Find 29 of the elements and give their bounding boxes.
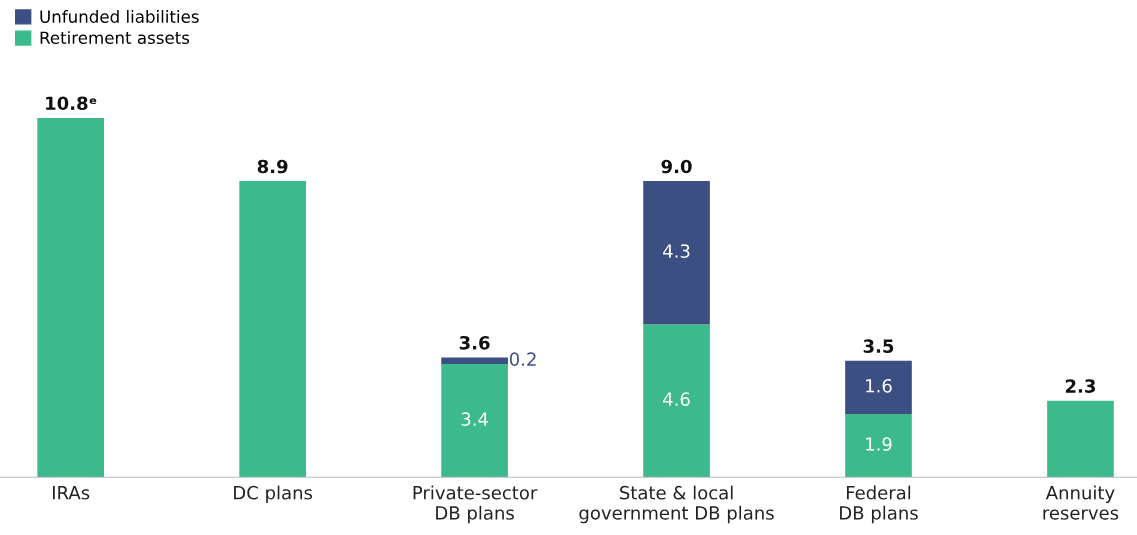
x-tick-label: DC plans	[234, 485, 313, 504]
x-tick-label: Annuity reserves	[1043, 485, 1119, 520]
bar	[643, 181, 710, 325]
legend-label: Unfunded liabilities	[40, 10, 199, 23]
data-label: 4.3	[663, 244, 690, 258]
data-label: 1.9	[866, 437, 892, 451]
data-label: 4.6	[663, 392, 690, 406]
bar	[441, 364, 508, 478]
bar	[37, 117, 105, 478]
total-label: 2.3	[1065, 379, 1096, 393]
x-tick-label: Federal DB plans	[840, 485, 918, 524]
bar	[845, 360, 912, 415]
x-tick-label: Private-sector DB plans	[413, 485, 538, 524]
data-label: 3.4	[461, 412, 488, 426]
bar	[1047, 400, 1114, 478]
x-tick-label: IRAs	[53, 486, 90, 500]
bar	[845, 414, 912, 478]
data-label: 1.6	[866, 378, 892, 393]
total-label: 9.0	[661, 159, 692, 174]
x-tick-label: State & local government DB plans	[579, 485, 774, 524]
total-label: 3.5	[863, 339, 894, 353]
data-label: 0.2	[509, 352, 536, 367]
total-label: 3.6	[459, 335, 490, 350]
bar	[239, 181, 306, 478]
legend-label: Retirement assets	[40, 31, 190, 45]
total-label: 10.8ᵉ	[46, 96, 97, 111]
bar	[643, 324, 710, 478]
total-label: 8.9	[257, 159, 288, 174]
bar	[441, 357, 508, 365]
